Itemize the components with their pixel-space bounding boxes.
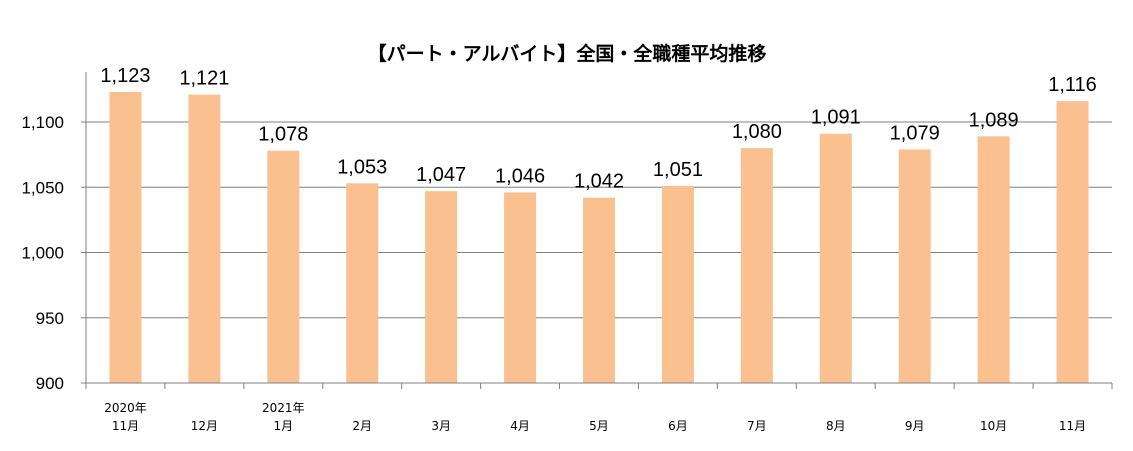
y-tick-label: 1,050 [21,178,64,197]
data-label: 1,080 [732,121,782,143]
x-tick-label: 10月 [980,419,1007,433]
x-tick-label: 3月 [431,419,451,433]
y-tick-label: 1,100 [21,113,64,132]
bars [109,91,1089,384]
y-tick-label: 900 [36,374,64,393]
bar [661,185,694,383]
bar [188,94,221,383]
data-label: 1,116 [1048,74,1097,96]
bar [425,191,458,383]
data-label: 1,089 [969,109,1019,131]
data-label: 1,053 [337,156,387,178]
x-tick-label: 2月 [352,419,372,433]
x-tick-label: 2020年 [104,401,147,415]
x-tick-label: 11月 [112,419,139,433]
labels: 900 950 1,000 1,050 1,100 1,123 2020年 11月 1,121 1… [21,65,1096,433]
data-label: 1,091 [811,107,861,129]
y-tick-label: 1,000 [21,244,64,263]
data-label: 1,046 [495,165,545,187]
bar [740,148,773,383]
bar [583,197,615,383]
x-tick-label: 8月 [826,419,846,433]
bar [267,150,300,383]
bar [504,192,537,383]
x-tick-label: 2021年 [262,401,305,415]
data-label: 1,042 [574,171,624,193]
bar [898,149,931,383]
x-tick-label: 7月 [747,419,767,433]
x-tick-label: 4月 [510,419,530,433]
data-label: 1,051 [653,159,703,181]
chart-title: 【パート・アルバイト】全国・全職種平均推移 [368,42,767,65]
x-tick-label: 1月 [273,419,293,433]
data-label: 1,079 [890,122,940,144]
data-label: 1,078 [258,124,308,146]
x-tick-label: 5月 [589,419,609,433]
data-label: 1,123 [100,65,150,87]
axes [81,72,1113,389]
data-label: 1,047 [416,164,466,186]
x-tick-label: 9月 [905,419,925,433]
bar [109,91,142,384]
y-tick-label: 950 [36,309,64,328]
bar [1056,101,1089,384]
x-tick-label: 11月 [1059,419,1086,433]
bar [819,133,852,383]
x-tick-label: 12月 [191,419,218,433]
data-label: 1,121 [179,68,229,90]
bar [346,183,379,383]
bar [977,136,1010,383]
x-tick-label: 6月 [668,419,688,433]
